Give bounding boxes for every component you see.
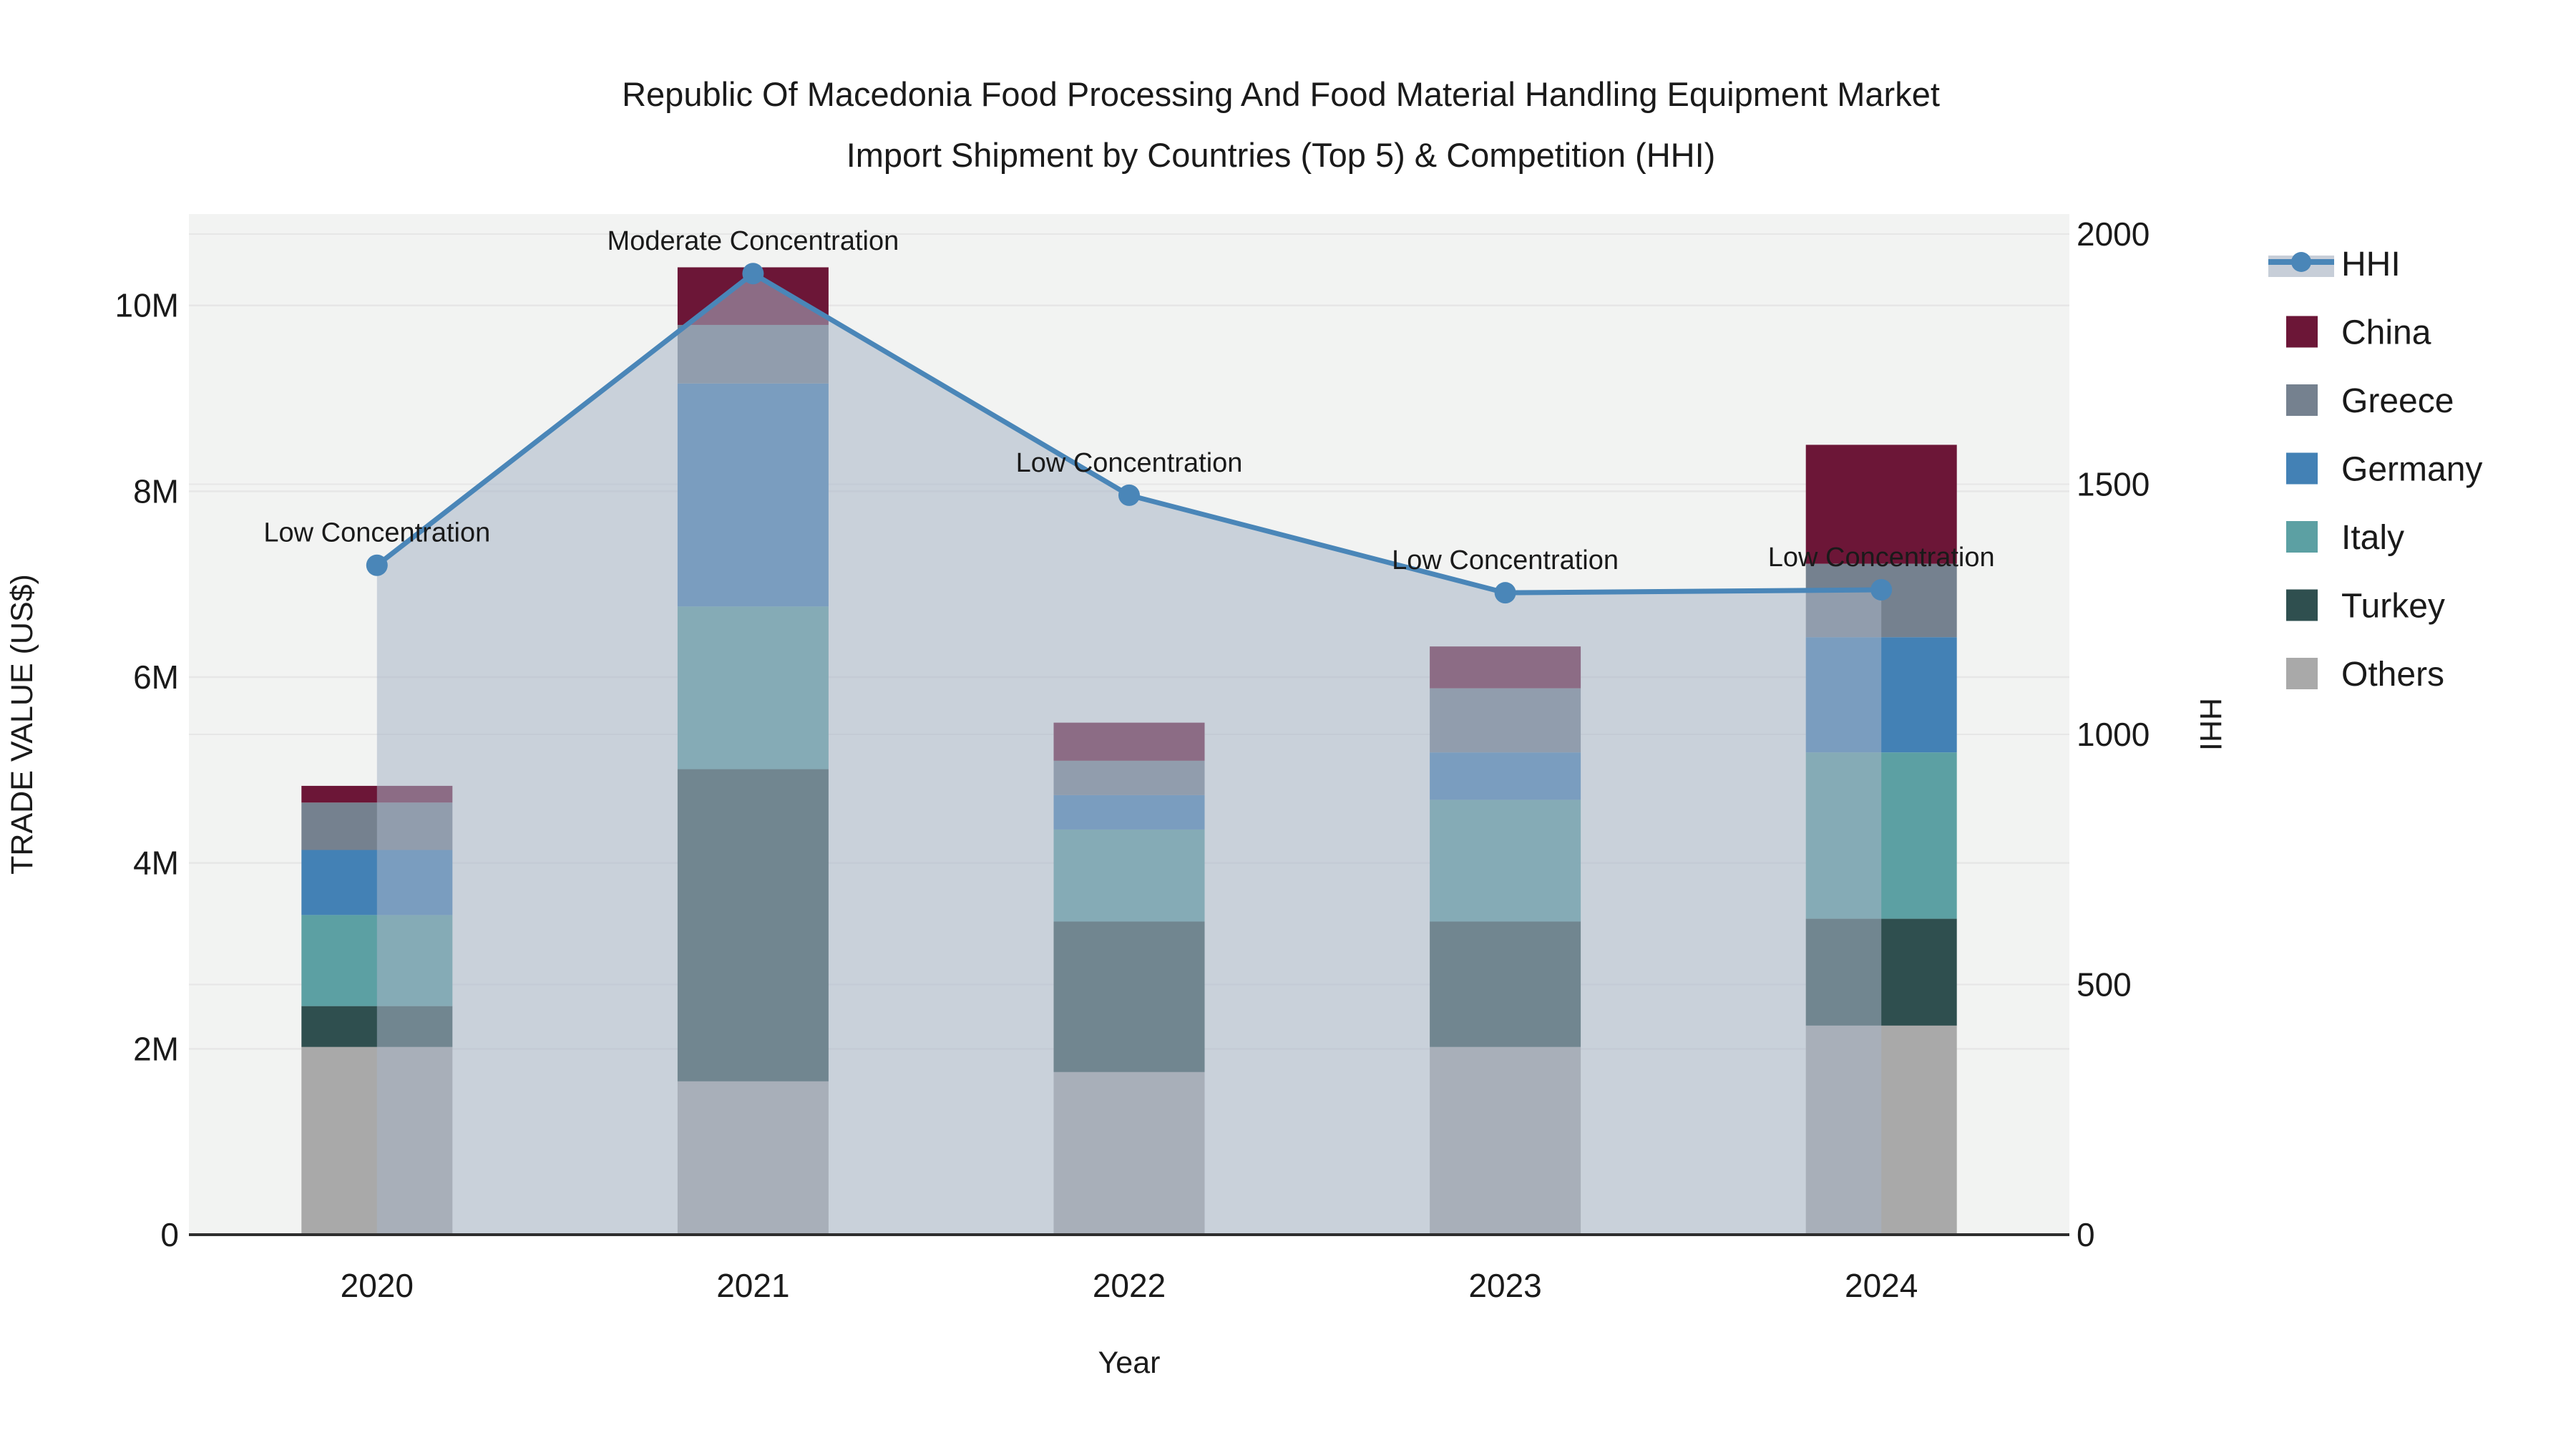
y-right-tick-1000: 1000 — [2077, 716, 2150, 753]
bar-2024-china[interactable] — [1805, 444, 1957, 564]
legend-swatch-greece — [2286, 384, 2318, 416]
x-tick-2023: 2023 — [1468, 1267, 1541, 1304]
legend-label-turkey: Turkey — [2341, 588, 2445, 626]
hhi-marker-2021[interactable] — [742, 263, 764, 285]
chart-title-line2: Import Shipment by Countries (Top 5) & C… — [847, 136, 1716, 174]
x-tick-2022: 2022 — [1093, 1267, 1166, 1304]
x-tick-2021: 2021 — [716, 1267, 789, 1304]
legend-item-hhi[interactable]: HHI — [2268, 246, 2401, 283]
legend-swatch-others — [2286, 658, 2318, 689]
y-left-tick-0: 0 — [160, 1216, 179, 1253]
annotation-2024: Low Concentration — [1768, 543, 1995, 573]
annotation-2020: Low Concentration — [263, 518, 490, 548]
y-left-tick-2M: 2M — [133, 1030, 179, 1067]
annotation-2022: Low Concentration — [1016, 448, 1243, 478]
legend-item-turkey[interactable]: Turkey — [2286, 588, 2445, 626]
legend-swatch-china — [2286, 316, 2318, 348]
legend-label-china: China — [2341, 314, 2431, 352]
y-right-tick-2000: 2000 — [2077, 215, 2150, 253]
legend-label-germany: Germany — [2341, 451, 2482, 489]
y-left-tick-8M: 8M — [133, 472, 179, 510]
legend-item-others[interactable]: Others — [2286, 656, 2444, 694]
legend-swatch-turkey — [2286, 589, 2318, 621]
hhi-marker-2023[interactable] — [1494, 582, 1516, 604]
x-tick-2020: 2020 — [341, 1267, 414, 1304]
y-right-tick-0: 0 — [2077, 1216, 2095, 1253]
y-right-tick-500: 500 — [2077, 966, 2132, 1004]
x-tick-2024: 2024 — [1845, 1267, 1918, 1304]
y-right-tick-1500: 1500 — [2077, 466, 2150, 503]
chart-title-line1: Republic Of Macedonia Food Processing An… — [622, 75, 1940, 113]
y-left-tick-6M: 6M — [133, 659, 179, 696]
legend-item-germany[interactable]: Germany — [2286, 451, 2482, 489]
x-axis-title: Year — [1098, 1346, 1161, 1380]
legend-item-china[interactable]: China — [2286, 314, 2431, 352]
hhi-marker-2022[interactable] — [1118, 484, 1140, 506]
annotation-2023: Low Concentration — [1392, 545, 1619, 575]
legend-hhi-marker-icon — [2291, 252, 2311, 272]
y-left-tick-4M: 4M — [133, 845, 179, 882]
legend-swatch-germany — [2286, 452, 2318, 485]
hhi-area-fill — [376, 273, 1882, 1235]
legend-label-greece: Greece — [2341, 382, 2454, 420]
annotation-2021: Moderate Concentration — [608, 226, 899, 256]
hhi-marker-2024[interactable] — [1870, 578, 1893, 601]
legend-swatch-italy — [2286, 521, 2318, 553]
y-axis-left-title: TRADE VALUE (US$) — [5, 574, 39, 875]
y-axis-right-title: HHI — [2193, 698, 2228, 751]
hhi-marker-2020[interactable] — [366, 554, 388, 576]
legend-label-hhi: HHI — [2341, 246, 2401, 283]
legend-label-italy: Italy — [2341, 519, 2404, 557]
legend-label-others: Others — [2341, 656, 2444, 694]
y-left-tick-10M: 10M — [115, 287, 179, 324]
legend-item-greece[interactable]: Greece — [2286, 382, 2454, 420]
legend-item-italy[interactable]: Italy — [2286, 519, 2404, 557]
